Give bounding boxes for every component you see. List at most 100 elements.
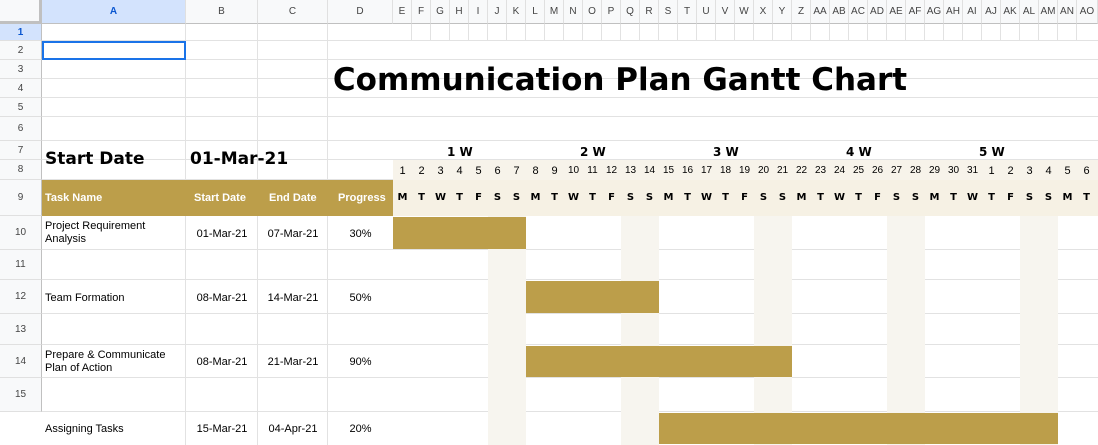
column-header-y[interactable]: Y [773,0,792,24]
gantt-bar[interactable] [526,346,792,377]
column-header-b[interactable]: B [186,0,258,24]
task-name-line2: Plan of Action [45,362,113,374]
column-gridline [696,24,697,40]
weekday-letter: T [950,192,957,203]
task-progress[interactable]: 90% [349,356,372,368]
task-start-date[interactable]: 15-Mar-21 [196,423,248,435]
task-end-date[interactable]: 21-Mar-21 [267,356,319,368]
task-end-date[interactable]: 04-Apr-21 [268,423,318,435]
task-name[interactable]: Prepare & Communicate [45,349,166,361]
task-name[interactable]: Assigning Tasks [45,423,124,435]
row-header-1[interactable]: 1 [0,24,42,41]
column-header-ai[interactable]: AI [963,0,982,24]
column-header-h[interactable]: H [450,0,469,24]
task-end-date[interactable]: 07-Mar-21 [267,227,319,240]
row-gridline [42,40,1098,41]
column-header-g[interactable]: G [431,0,450,24]
column-header-ae[interactable]: AE [887,0,906,24]
weekday-letter: S [1044,192,1053,203]
day-number: 5 [475,165,482,177]
day-number: 23 [814,165,827,176]
row-header-9[interactable]: 9 [0,180,42,216]
column-header-m[interactable]: M [545,0,564,24]
task-start-date[interactable]: 08-Mar-21 [196,291,248,304]
weekday-letter: F [475,192,482,203]
column-header-c[interactable]: C [258,0,328,24]
gantt-bar[interactable] [526,281,659,313]
weekend-column [488,216,507,445]
column-header-f[interactable]: F [412,0,431,24]
column-header-s[interactable]: S [659,0,678,24]
task-start-date[interactable]: 01-Mar-21 [196,227,248,240]
active-cell-a1[interactable] [42,41,186,60]
column-header-aj[interactable]: AJ [982,0,1001,24]
row-header-10[interactable]: 10 [0,216,42,250]
row-header-13[interactable]: 13 [0,314,42,345]
column-header-aa[interactable]: AA [811,0,830,24]
column-header-ag[interactable]: AG [925,0,944,24]
day-number: 24 [833,165,846,176]
weekday-letter: T [551,192,558,203]
select-all-corner[interactable] [0,0,42,24]
row-header-7[interactable]: 7 [0,141,42,160]
task-progress[interactable]: 20% [349,423,372,435]
column-header-ak[interactable]: AK [1001,0,1020,24]
column-header-i[interactable]: I [469,0,488,24]
task-end-date[interactable]: 14-Mar-21 [267,291,319,304]
gantt-bar[interactable] [393,217,526,249]
column-header-u[interactable]: U [697,0,716,24]
column-header-a[interactable]: A [42,0,186,24]
start-date-value[interactable]: 01-Mar-21 [190,149,289,169]
row-header-5[interactable]: 5 [0,98,42,117]
row-header-3[interactable]: 3 [0,60,42,79]
weekday-letter: S [892,192,901,203]
weekend-column [640,216,659,445]
column-header-j[interactable]: J [488,0,507,24]
column-header-an[interactable]: AN [1058,0,1077,24]
column-header-t[interactable]: T [678,0,697,24]
column-header-al[interactable]: AL [1020,0,1039,24]
row-gridline [42,78,1098,79]
task-progress[interactable]: 50% [349,291,372,304]
gantt-bar[interactable] [659,413,1058,444]
column-header-p[interactable]: P [602,0,621,24]
row-header-12[interactable]: 12 [0,280,42,314]
weekday-letter: W [567,192,580,203]
day-number: 3 [1026,165,1033,177]
column-header-k[interactable]: K [507,0,526,24]
column-header-q[interactable]: Q [621,0,640,24]
row-header-4[interactable]: 4 [0,79,42,98]
column-header-ao[interactable]: AO [1077,0,1098,24]
row-header-11[interactable]: 11 [0,250,42,280]
weekday-letter: T [988,192,995,203]
day-number: 7 [513,165,520,177]
column-header-ah[interactable]: AH [944,0,963,24]
row-header-14[interactable]: 14 [0,345,42,378]
column-header-o[interactable]: O [583,0,602,24]
task-progress[interactable]: 30% [349,227,372,240]
column-header-v[interactable]: V [716,0,735,24]
column-gridline [734,24,735,40]
task-name[interactable]: Project Requirement [45,220,146,232]
column-header-d[interactable]: D [328,0,393,24]
row-header-8[interactable]: 8 [0,160,42,180]
week-label: 1 W [447,145,473,159]
column-header-x[interactable]: X [754,0,773,24]
row-header-2[interactable]: 2 [0,41,42,60]
column-header-z[interactable]: Z [792,0,811,24]
column-header-l[interactable]: L [526,0,545,24]
column-header-r[interactable]: R [640,0,659,24]
row-header-6[interactable]: 6 [0,117,42,141]
row-header-15[interactable]: 15 [0,378,42,412]
day-number: 4 [1045,165,1052,177]
column-header-ab[interactable]: AB [830,0,849,24]
column-header-e[interactable]: E [393,0,412,24]
task-start-date[interactable]: 08-Mar-21 [196,356,248,368]
column-header-af[interactable]: AF [906,0,925,24]
column-header-ad[interactable]: AD [868,0,887,24]
column-header-ac[interactable]: AC [849,0,868,24]
column-header-am[interactable]: AM [1039,0,1058,24]
column-header-w[interactable]: W [735,0,754,24]
task-name[interactable]: Team Formation [45,291,125,304]
column-header-n[interactable]: N [564,0,583,24]
